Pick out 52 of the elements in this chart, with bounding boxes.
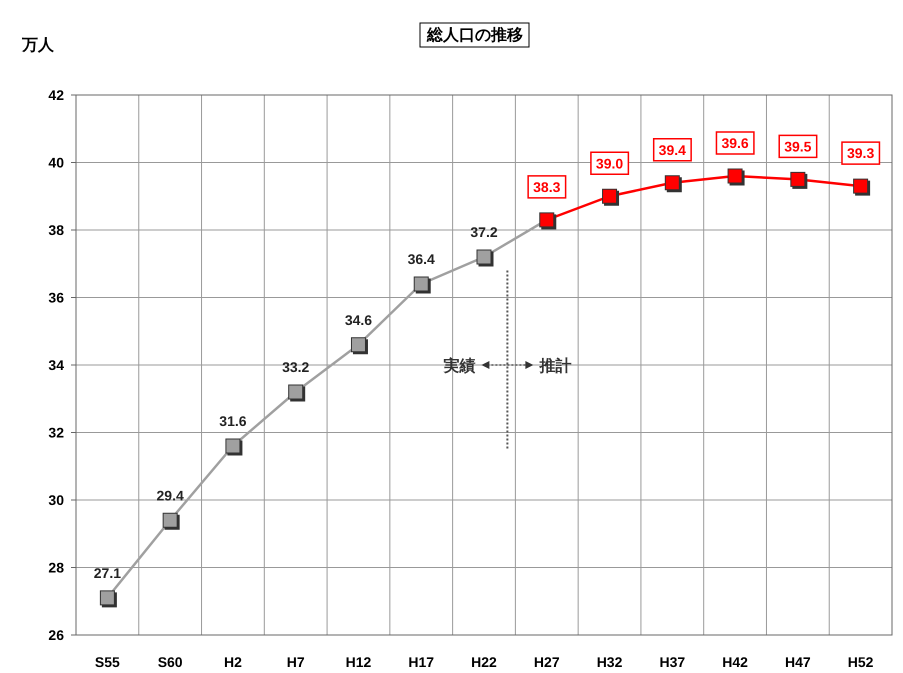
data-label: 29.4 <box>156 487 184 504</box>
x-tick-label: H7 <box>286 654 305 670</box>
point <box>162 512 178 528</box>
data-label: 38.3 <box>533 178 561 195</box>
x-tick-label: S60 <box>158 654 183 670</box>
point <box>728 168 743 184</box>
y-tick-label: 42 <box>48 87 64 103</box>
point <box>602 188 618 204</box>
point <box>225 438 240 454</box>
x-tick-label: H47 <box>785 654 811 670</box>
y-tick-label: 28 <box>48 560 64 576</box>
point <box>664 175 680 190</box>
y-tick-label: 36 <box>48 290 64 306</box>
y-tick-label: 30 <box>48 492 64 508</box>
y-tick-label: 32 <box>48 424 64 440</box>
y-tick-label: 38 <box>48 222 64 238</box>
data-label: 34.6 <box>344 312 372 328</box>
data-label: 36.4 <box>408 251 436 267</box>
x-tick-label: H22 <box>471 654 498 670</box>
data-label: 39.4 <box>658 142 686 158</box>
data-label: 39.5 <box>784 138 812 154</box>
x-tick-label: H12 <box>346 654 372 670</box>
chart-title: 総人口の推移 <box>426 26 523 44</box>
point <box>414 276 429 292</box>
x-tick-label: H17 <box>408 654 434 670</box>
data-label: 39.6 <box>721 135 749 151</box>
annotation: 実績 <box>442 356 476 375</box>
point <box>288 384 304 400</box>
x-tick-label: H52 <box>848 654 874 670</box>
point <box>790 172 806 187</box>
point <box>853 178 868 194</box>
data-label: 39.3 <box>846 145 874 162</box>
y-axis-title: 万人 <box>21 36 55 54</box>
x-tick-label: H42 <box>722 654 748 670</box>
x-tick-label: H2 <box>224 654 242 670</box>
point <box>350 337 366 352</box>
x-tick-label: S55 <box>94 654 120 670</box>
x-tick-label: H37 <box>659 654 686 670</box>
x-tick-label: H32 <box>596 654 623 670</box>
y-tick-label: 34 <box>48 357 64 373</box>
y-tick-label: 26 <box>48 627 64 643</box>
data-label: 33.2 <box>282 359 310 375</box>
point <box>100 590 115 606</box>
data-label: 37.2 <box>470 224 498 240</box>
x-tick-label: H27 <box>534 654 560 670</box>
annotation: 推計 <box>538 357 572 375</box>
data-label: 31.6 <box>219 413 247 429</box>
point <box>539 212 554 228</box>
y-tick-label: 40 <box>48 154 64 170</box>
point <box>476 250 492 264</box>
data-label: 27.1 <box>94 564 122 581</box>
data-label: 39.0 <box>596 155 624 172</box>
